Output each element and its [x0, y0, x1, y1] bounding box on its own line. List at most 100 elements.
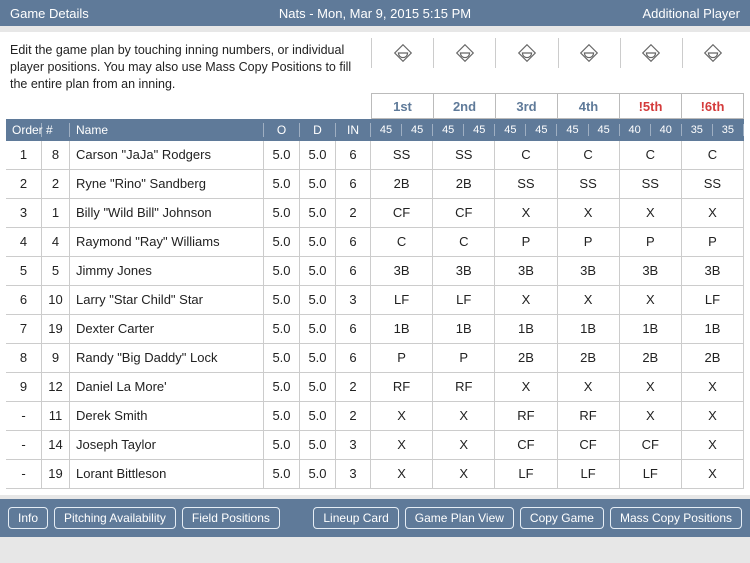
position-cell[interactable]: X	[620, 286, 682, 314]
position-cell[interactable]: X	[620, 199, 682, 227]
diamond-icon[interactable]	[620, 38, 682, 68]
game-details-link[interactable]: Game Details	[10, 6, 89, 21]
position-cell[interactable]: P	[682, 228, 744, 256]
position-cell[interactable]: 1B	[371, 315, 433, 343]
position-cell[interactable]: X	[620, 402, 682, 430]
position-cell[interactable]: C	[620, 141, 682, 169]
position-cell[interactable]: SS	[371, 141, 433, 169]
position-cell[interactable]: 1B	[495, 315, 557, 343]
position-cell[interactable]: X	[682, 431, 744, 459]
additional-player-link[interactable]: Additional Player	[642, 6, 740, 21]
position-cell[interactable]: 3B	[620, 257, 682, 285]
pitching-availability-button[interactable]: Pitching Availability	[54, 507, 176, 529]
lineup-card-button[interactable]: Lineup Card	[313, 507, 398, 529]
position-cell[interactable]: SS	[682, 170, 744, 198]
position-cell[interactable]: 2B	[620, 344, 682, 372]
position-cell[interactable]: C	[495, 141, 557, 169]
position-cell[interactable]: RF	[495, 402, 557, 430]
player-in: 3	[336, 460, 371, 488]
position-cell[interactable]: LF	[495, 460, 557, 488]
position-cell[interactable]: 3B	[371, 257, 433, 285]
col-order: Order	[6, 123, 42, 137]
position-cell[interactable]: SS	[558, 170, 620, 198]
position-cell[interactable]: X	[682, 199, 744, 227]
position-cell[interactable]: P	[433, 344, 495, 372]
inning-header[interactable]: !6th	[682, 93, 744, 119]
position-cell[interactable]: X	[682, 402, 744, 430]
field-positions-button[interactable]: Field Positions	[182, 507, 280, 529]
position-cell[interactable]: SS	[433, 141, 495, 169]
position-cell[interactable]: 3B	[682, 257, 744, 285]
inning-header[interactable]: 2nd	[434, 93, 496, 119]
diamond-icon[interactable]	[682, 38, 744, 68]
position-cell[interactable]: X	[495, 199, 557, 227]
position-cell[interactable]: C	[371, 228, 433, 256]
inning-header[interactable]: 3rd	[496, 93, 558, 119]
position-cell[interactable]: 2B	[371, 170, 433, 198]
player-order: 1	[6, 141, 42, 169]
position-cell[interactable]: X	[558, 373, 620, 401]
position-cell[interactable]: CF	[433, 199, 495, 227]
position-cell[interactable]: 2B	[558, 344, 620, 372]
position-cell[interactable]: LF	[433, 286, 495, 314]
position-cell[interactable]: C	[433, 228, 495, 256]
position-cell[interactable]: CF	[495, 431, 557, 459]
diamond-icon[interactable]	[495, 38, 557, 68]
diamond-icon[interactable]	[558, 38, 620, 68]
player-number: 2	[42, 170, 70, 198]
position-cell[interactable]: 1B	[620, 315, 682, 343]
position-cell[interactable]: X	[433, 431, 495, 459]
position-cell[interactable]: X	[558, 199, 620, 227]
position-cell[interactable]: X	[433, 402, 495, 430]
col-name: Name	[70, 123, 264, 137]
position-cell[interactable]: P	[495, 228, 557, 256]
mass-copy-positions-button[interactable]: Mass Copy Positions	[610, 507, 742, 529]
position-cell[interactable]: P	[558, 228, 620, 256]
position-cell[interactable]: X	[433, 460, 495, 488]
position-cell[interactable]: X	[682, 373, 744, 401]
position-cell[interactable]: SS	[495, 170, 557, 198]
position-cell[interactable]: CF	[558, 431, 620, 459]
inning-header[interactable]: 4th	[558, 93, 620, 119]
position-cell[interactable]: X	[558, 286, 620, 314]
inning-header[interactable]: !5th	[620, 93, 682, 119]
position-cell[interactable]: LF	[620, 460, 682, 488]
position-cell[interactable]: C	[558, 141, 620, 169]
position-cell[interactable]: 2B	[433, 170, 495, 198]
position-cell[interactable]: X	[371, 460, 433, 488]
position-cell[interactable]: 1B	[682, 315, 744, 343]
diamond-icon[interactable]	[371, 38, 433, 68]
position-cell[interactable]: X	[682, 460, 744, 488]
copy-game-button[interactable]: Copy Game	[520, 507, 604, 529]
inning-header[interactable]: 1st	[371, 93, 434, 119]
position-cell[interactable]: X	[495, 286, 557, 314]
position-cell[interactable]: RF	[433, 373, 495, 401]
position-cell[interactable]: 3B	[558, 257, 620, 285]
position-cell[interactable]: CF	[620, 431, 682, 459]
diamond-icon[interactable]	[433, 38, 495, 68]
position-cell[interactable]: SS	[620, 170, 682, 198]
info-button[interactable]: Info	[8, 507, 48, 529]
position-cell[interactable]: X	[371, 431, 433, 459]
position-cell[interactable]: C	[682, 141, 744, 169]
position-cell[interactable]: 1B	[558, 315, 620, 343]
position-cell[interactable]: P	[620, 228, 682, 256]
position-cell[interactable]: LF	[371, 286, 433, 314]
position-cell[interactable]: LF	[682, 286, 744, 314]
position-cell[interactable]: LF	[558, 460, 620, 488]
position-cell[interactable]: X	[371, 402, 433, 430]
position-cell[interactable]: 3B	[433, 257, 495, 285]
position-cell[interactable]: X	[620, 373, 682, 401]
position-cell[interactable]: 1B	[433, 315, 495, 343]
game-plan-view-button[interactable]: Game Plan View	[405, 507, 514, 529]
position-cell[interactable]: RF	[558, 402, 620, 430]
player-o: 5.0	[264, 199, 300, 227]
position-cell[interactable]: 2B	[682, 344, 744, 372]
position-cell[interactable]: 3B	[495, 257, 557, 285]
position-cell[interactable]: P	[371, 344, 433, 372]
position-cell[interactable]: X	[495, 373, 557, 401]
position-cell[interactable]: RF	[371, 373, 433, 401]
position-cell[interactable]: CF	[371, 199, 433, 227]
player-order: 4	[6, 228, 42, 256]
position-cell[interactable]: 2B	[495, 344, 557, 372]
